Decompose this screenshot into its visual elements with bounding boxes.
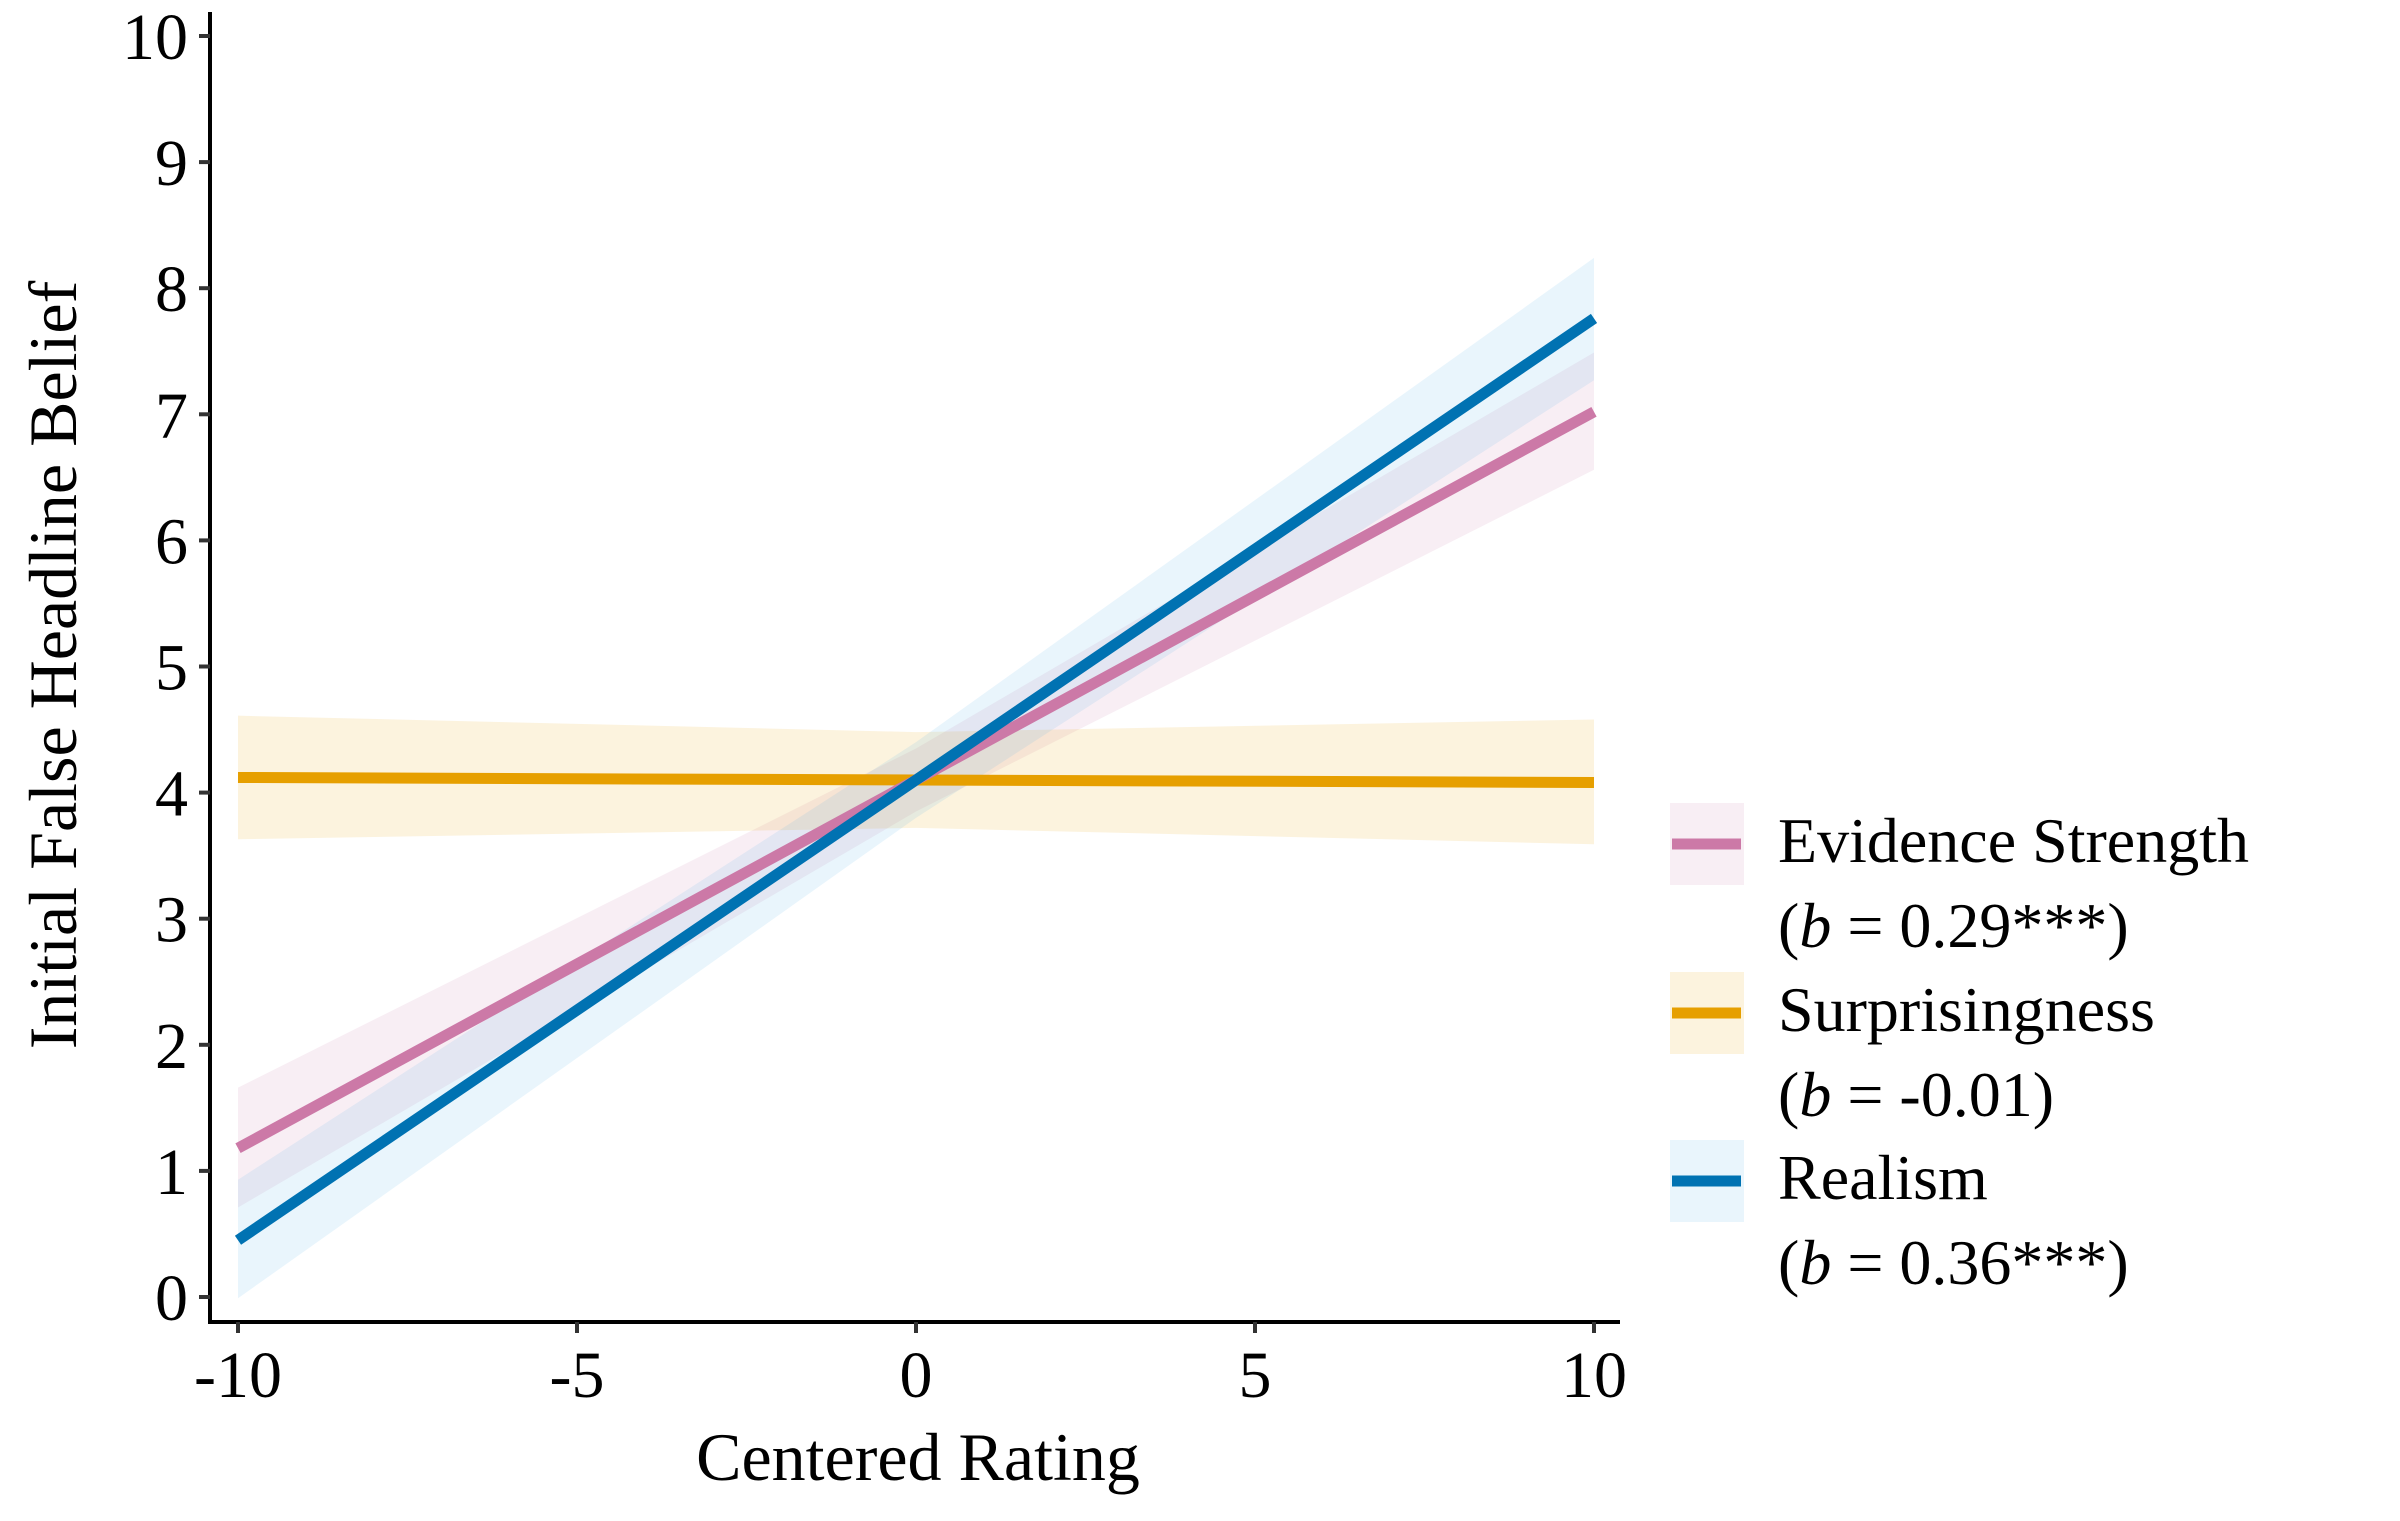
legend-stat-variable: b — [1799, 1059, 1831, 1130]
legend-stat-value: = 0.29***) — [1831, 890, 2128, 961]
legend-stat-value: = -0.01) — [1831, 1059, 2054, 1130]
legend-stat-value: = 0.36***) — [1831, 1227, 2128, 1298]
legend-stat-prefix: ( — [1778, 1059, 1799, 1130]
x-tick-label: -5 — [550, 1339, 605, 1412]
line-realism — [234, 313, 1598, 1245]
y-axis-ticks: 0 1 2 3 4 5 6 7 8 9 10 — [122, 1, 210, 1335]
legend-stat-variable: b — [1799, 1227, 1831, 1298]
y-tick-label: 5 — [155, 632, 188, 705]
y-tick-label: 0 — [155, 1262, 188, 1335]
y-tick-label: 8 — [155, 253, 188, 326]
x-axis-title: Centered Rating — [696, 1419, 1140, 1495]
x-axis-ticks: -10 -5 0 5 10 — [194, 1322, 1627, 1412]
x-tick-label: 5 — [1239, 1339, 1272, 1412]
y-tick-label: 10 — [122, 1, 188, 74]
legend-stat-prefix: ( — [1778, 1227, 1799, 1298]
legend-stat-prefix: ( — [1778, 890, 1799, 961]
y-tick-label: 6 — [155, 505, 188, 578]
x-tick-label: 0 — [900, 1339, 933, 1412]
legend-item-surprisingness: Surprisingness (b = -0.01) — [1670, 972, 2155, 1130]
legend-item-evidence-strength: Evidence Strength (b = 0.29***) — [1670, 803, 2249, 961]
regression-lines — [234, 313, 1598, 1245]
y-tick-label: 7 — [155, 379, 188, 452]
legend-label: Evidence Strength — [1778, 805, 2249, 876]
y-axis-title: Initial False Headline Belief — [15, 280, 91, 1049]
x-tick-label: 10 — [1561, 1339, 1627, 1412]
x-tick-label: -10 — [194, 1339, 282, 1412]
legend-stat: (b = 0.29***) — [1778, 890, 2129, 961]
legend-label: Realism — [1778, 1142, 1988, 1213]
legend-stat-variable: b — [1799, 890, 1831, 961]
y-tick-label: 9 — [155, 127, 188, 200]
y-tick-label: 2 — [155, 1010, 188, 1083]
legend-stat: (b = 0.36***) — [1778, 1227, 2129, 1298]
legend-item-realism: Realism (b = 0.36***) — [1670, 1140, 2129, 1298]
y-tick-label: 4 — [155, 758, 188, 831]
legend: Evidence Strength(b = 0.29***)Surprising… — [1670, 803, 2249, 1298]
y-tick-label: 1 — [155, 1136, 188, 1209]
y-tick-label: 3 — [155, 884, 188, 957]
legend-label: Surprisingness — [1778, 974, 2155, 1045]
legend-stat: (b = -0.01) — [1778, 1059, 2054, 1130]
